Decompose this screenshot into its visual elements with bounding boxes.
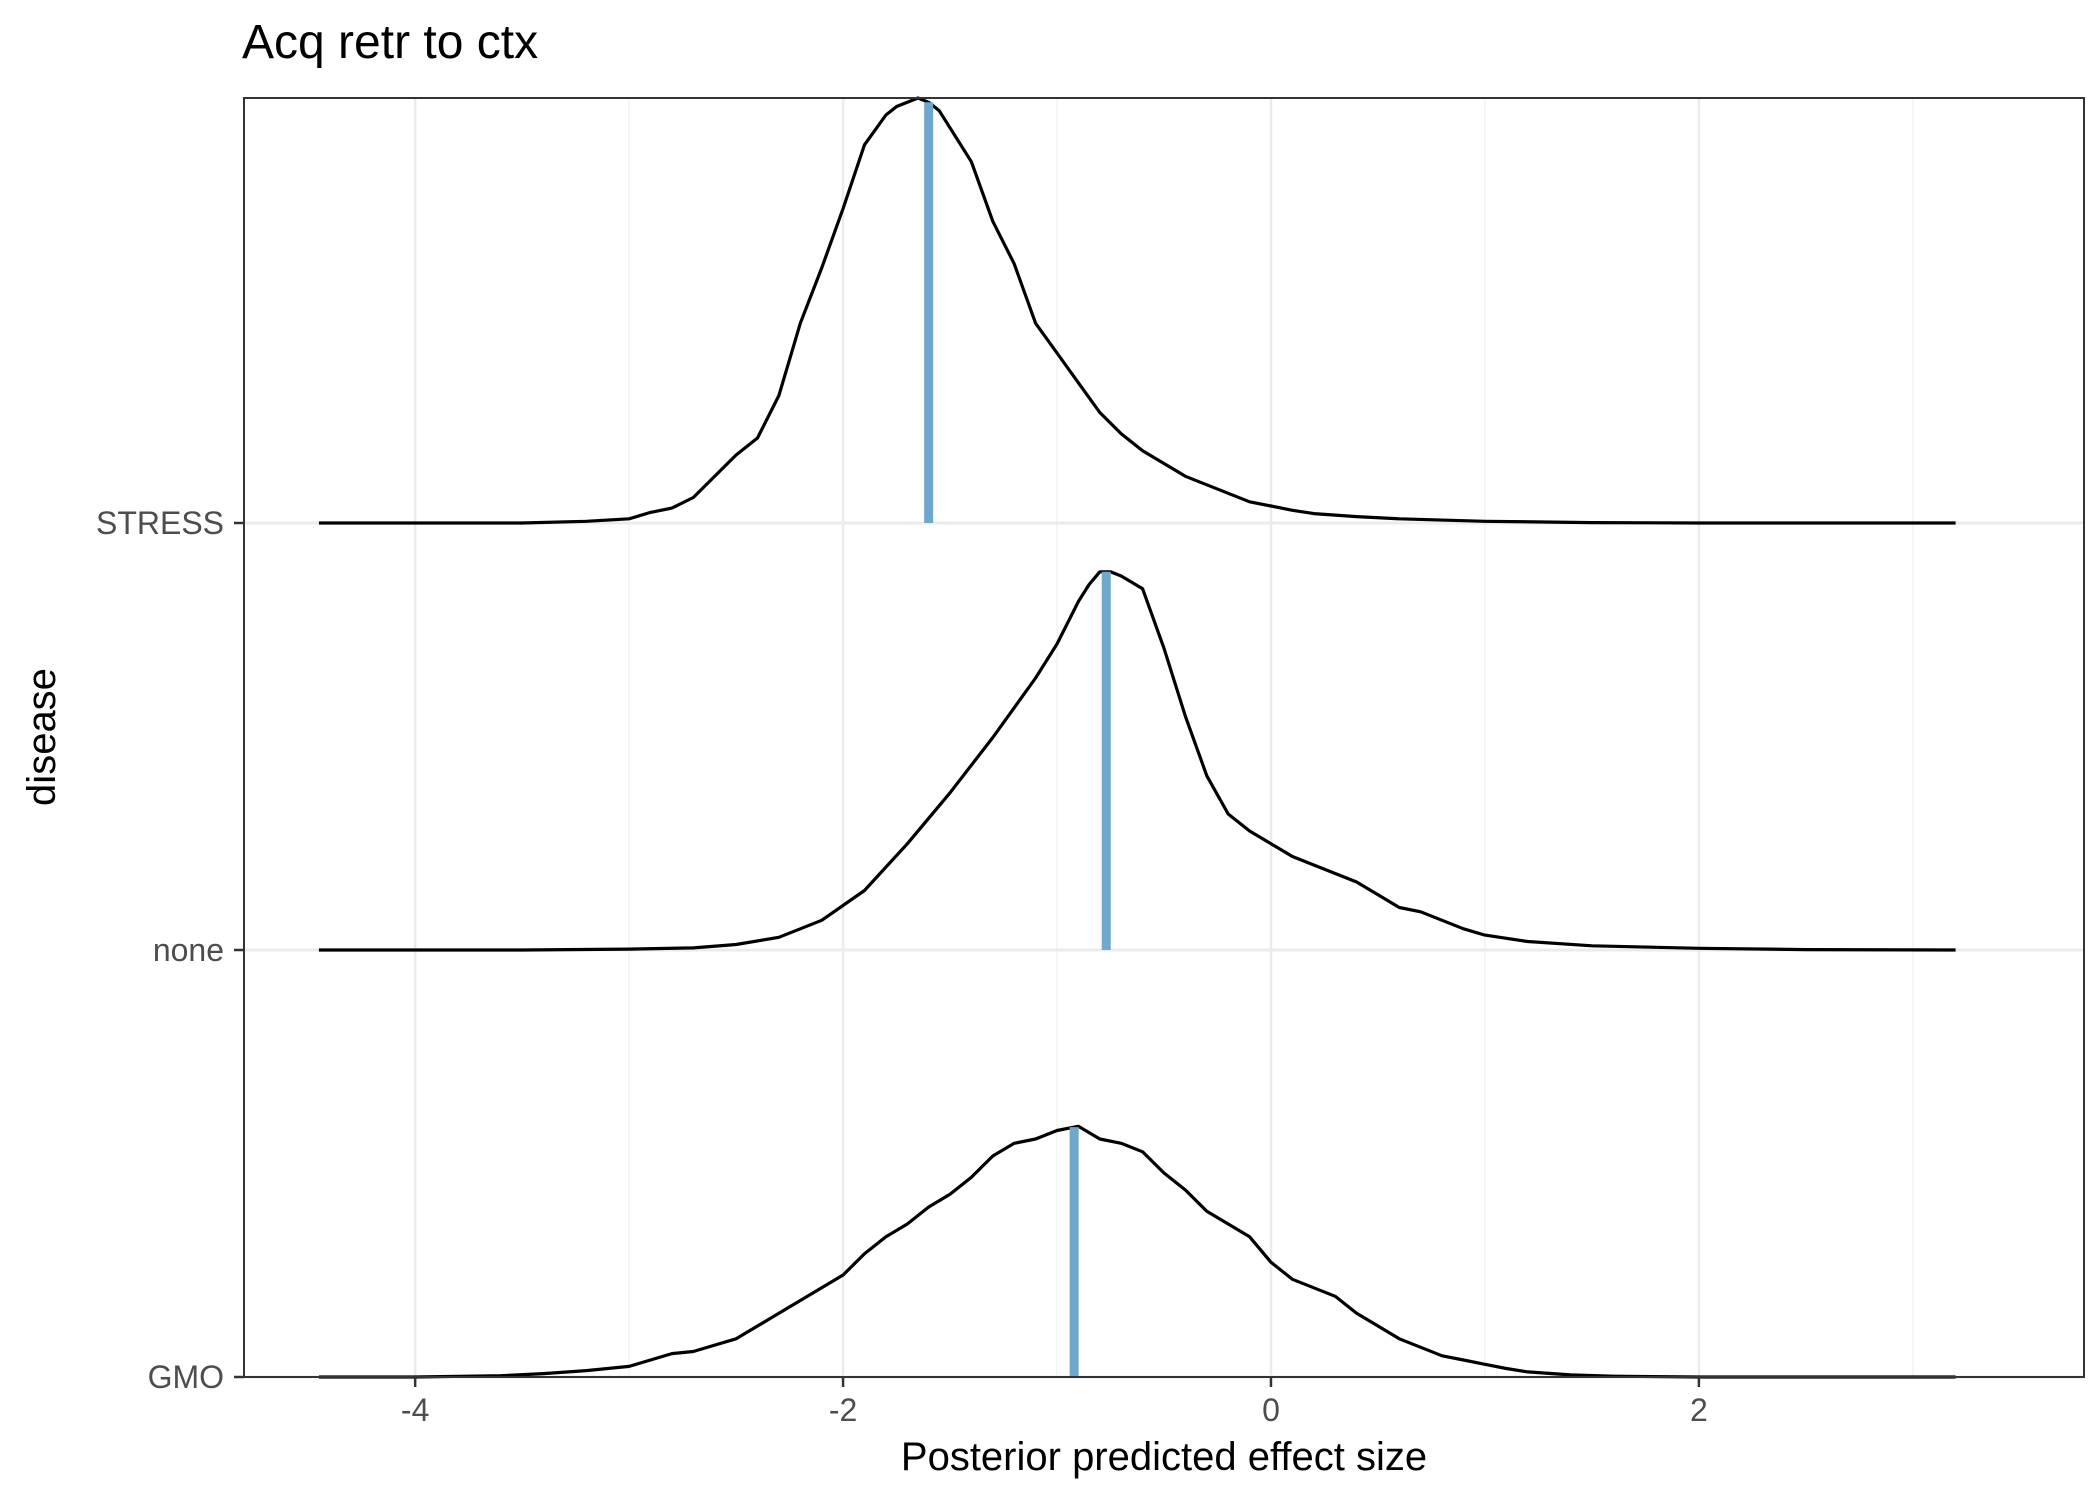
density-curve-none (318, 570, 1956, 952)
chart-title: Acq retr to ctx (242, 16, 538, 69)
plot-panel (244, 98, 2084, 1377)
y-tick-label: GMO (148, 1359, 224, 1395)
density-curve-gmo (318, 1124, 1956, 1379)
y-axis: GMO none STRESS (96, 505, 244, 1395)
x-axis-title: Posterior predicted effect size (901, 1435, 1427, 1479)
x-tick-label: -4 (401, 1392, 429, 1428)
x-tick-label: -2 (829, 1392, 857, 1428)
y-axis-title: disease (20, 668, 64, 806)
panel-border (243, 97, 2085, 1378)
density-series (318, 96, 1956, 1379)
x-tick-label: 2 (1690, 1392, 1708, 1428)
density-curve-stress (318, 96, 1956, 525)
y-tick-label: none (153, 932, 224, 968)
x-axis: -4 -2 0 2 (401, 1377, 1708, 1428)
y-tick-label: STRESS (96, 505, 224, 541)
x-tick-label: 0 (1262, 1392, 1280, 1428)
median-lines (924, 102, 1111, 1377)
